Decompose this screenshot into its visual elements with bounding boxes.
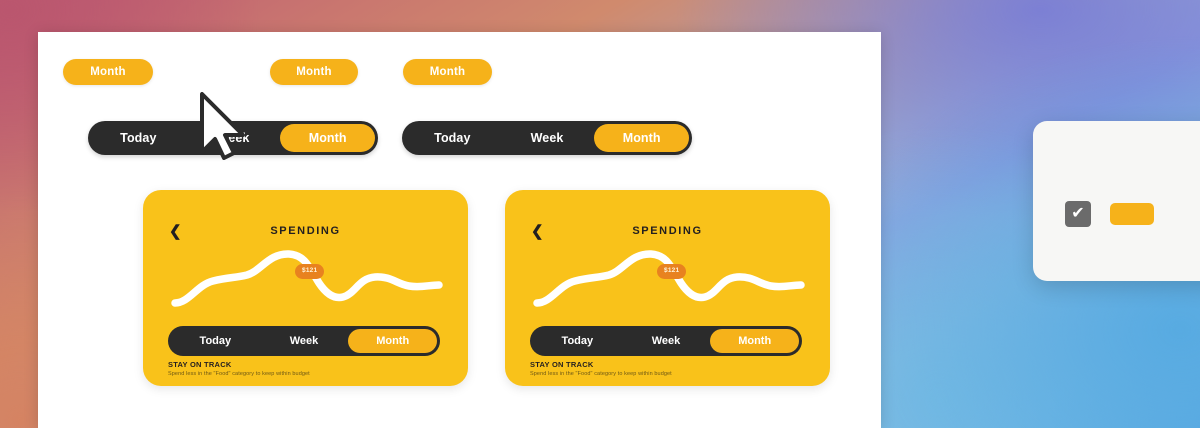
page-segment-1-option-today[interactable]: Today xyxy=(91,124,186,152)
spending-card-2-footer-subtitle: Spend less in the "Food" category to kee… xyxy=(530,371,672,377)
page-segment-2[interactable]: Today Week Month xyxy=(402,121,692,155)
page-segment-1-week-label: Week xyxy=(216,131,250,145)
spending-card-1: ❮ SPENDING $121 Today Week Month STAY ON… xyxy=(143,190,468,386)
back-chevron-icon[interactable]: ❮ xyxy=(531,223,544,240)
spending-card-1-footer: STAY ON TRACK Spend less in the "Food" c… xyxy=(168,360,453,377)
back-chevron-icon[interactable]: ❮ xyxy=(169,223,182,240)
floating-panel-controls: ✔ xyxy=(1065,201,1154,227)
spending-card-2-segment[interactable]: Today Week Month xyxy=(530,326,802,356)
spending-card-1-week-label: Week xyxy=(289,335,319,347)
spending-card-1-segment[interactable]: Today Week Month xyxy=(168,326,440,356)
page-segment-1-today-label: Today xyxy=(120,131,157,145)
spending-card-2-footer-title: STAY ON TRACK xyxy=(530,360,594,369)
page-segment-2-month-label: Month xyxy=(622,131,661,145)
month-pill-1[interactable]: Month xyxy=(63,59,153,85)
spending-card-1-option-today[interactable]: Today xyxy=(171,329,260,353)
spending-chart-1: $121 xyxy=(143,245,468,313)
spending-card-1-option-week[interactable]: Week xyxy=(260,329,349,353)
checkbox-checked[interactable]: ✔ xyxy=(1065,201,1091,227)
page-segment-2-today-label: Today xyxy=(434,131,471,145)
spending-card-2-title: SPENDING xyxy=(632,225,703,237)
spending-card-2-month-label: Month xyxy=(738,335,772,347)
checkmark-icon: ✔ xyxy=(1071,205,1085,222)
spending-card-1-title: SPENDING xyxy=(270,225,341,237)
month-pill-3[interactable]: Month xyxy=(403,59,492,85)
month-pill-2[interactable]: Month xyxy=(270,59,358,85)
spending-chart-2: $121 xyxy=(505,245,830,313)
page-segment-1[interactable]: Today Week Month xyxy=(88,121,378,155)
spending-card-2: ❮ SPENDING $121 Today Week Month STAY ON… xyxy=(505,190,830,386)
page-segment-1-month-label: Month xyxy=(308,131,347,145)
page-segment-2-option-month[interactable]: Month xyxy=(594,124,690,152)
page-segment-2-week-label: Week xyxy=(530,131,564,145)
spending-card-2-option-month[interactable]: Month xyxy=(710,329,800,353)
spending-card-1-today-label: Today xyxy=(199,335,232,347)
spending-card-2-week-label: Week xyxy=(651,335,681,347)
page-segment-2-option-today[interactable]: Today xyxy=(405,124,500,152)
spending-card-1-option-month[interactable]: Month xyxy=(348,329,438,353)
floating-panel: ✔ xyxy=(1033,121,1200,281)
spending-card-2-option-week[interactable]: Week xyxy=(622,329,711,353)
page-segment-2-option-week[interactable]: Week xyxy=(500,124,595,152)
spending-card-1-month-label: Month xyxy=(376,335,410,347)
spending-card-2-today-label: Today xyxy=(561,335,594,347)
spending-card-2-option-today[interactable]: Today xyxy=(533,329,622,353)
month-pill-2-label: Month xyxy=(296,66,332,78)
spending-chart-1-tooltip: $121 xyxy=(295,264,325,279)
month-pill-3-label: Month xyxy=(429,66,466,78)
spending-chart-2-tooltip: $121 xyxy=(657,264,687,279)
yellow-action-button[interactable] xyxy=(1110,203,1154,225)
spending-card-1-footer-subtitle: Spend less in the "Food" category to kee… xyxy=(168,371,310,377)
month-pill-1-label: Month xyxy=(90,66,126,78)
spending-card-2-footer: STAY ON TRACK Spend less in the "Food" c… xyxy=(530,360,815,377)
app-panel: Month Month Month Today Week Month Today… xyxy=(38,32,881,428)
page-segment-1-option-week[interactable]: Week xyxy=(186,124,281,152)
page-segment-1-option-month[interactable]: Month xyxy=(280,124,376,152)
spending-card-1-footer-title: STAY ON TRACK xyxy=(168,360,232,369)
